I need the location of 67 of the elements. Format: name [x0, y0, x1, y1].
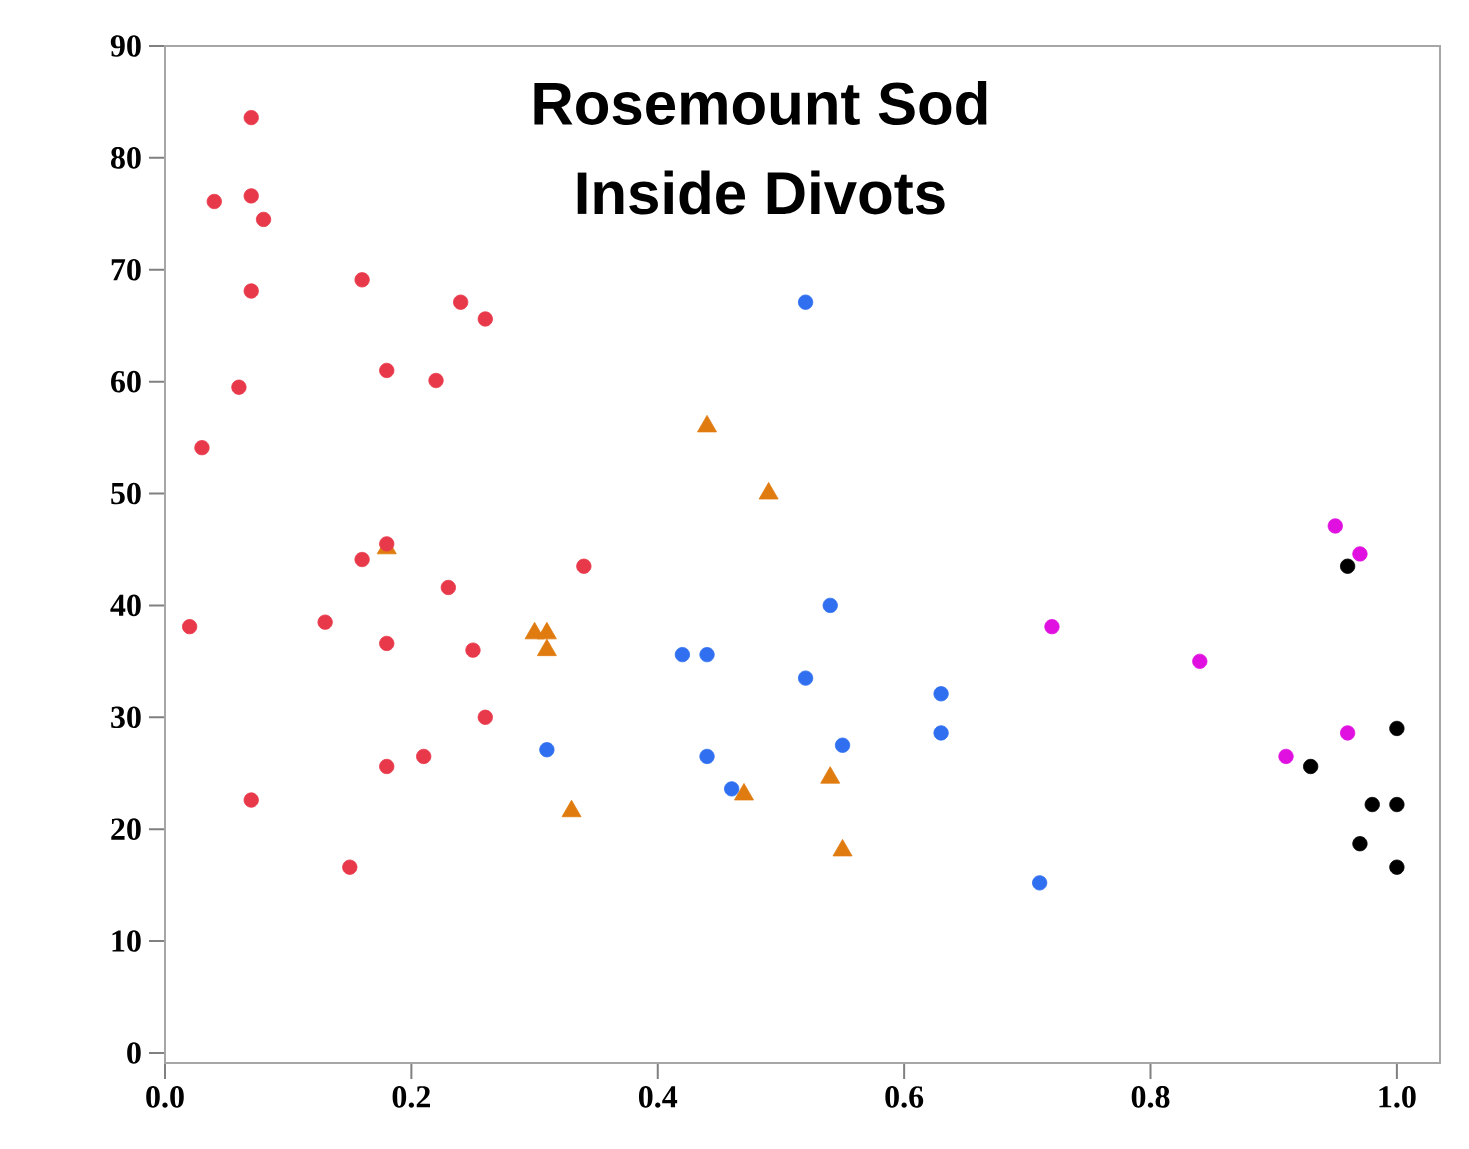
text: Inside Divots — [577, 170, 945, 215]
point — [797, 294, 814, 310]
point — [1340, 558, 1356, 574]
point — [1303, 758, 1319, 775]
point — [539, 742, 555, 758]
point — [1364, 796, 1380, 813]
x-tick-label: 1.0 — [1379, 1086, 1416, 1108]
y-tick-label: 80 — [111, 147, 141, 169]
point — [576, 558, 592, 574]
point — [933, 686, 949, 702]
point — [724, 781, 740, 797]
y-tick-label: 90 — [110, 35, 141, 57]
point — [379, 635, 395, 652]
point — [674, 647, 690, 663]
y-tick-label: 70 — [111, 258, 141, 281]
point — [206, 193, 222, 210]
point — [477, 311, 493, 327]
chart-title: Rosemount Sod — [534, 80, 987, 125]
point — [354, 272, 370, 288]
point — [1192, 653, 1208, 669]
point — [317, 614, 333, 630]
point — [243, 283, 259, 299]
point — [243, 188, 259, 204]
point — [342, 859, 358, 875]
point — [194, 440, 210, 456]
y-tick-label: 20 — [111, 818, 141, 840]
point — [465, 642, 481, 658]
point — [1032, 875, 1048, 891]
point — [1340, 725, 1356, 741]
point — [243, 109, 259, 126]
point — [477, 709, 493, 725]
x-tick-label: 0.8 — [1131, 1086, 1170, 1108]
point — [1352, 836, 1368, 852]
point — [428, 372, 444, 389]
point — [1327, 518, 1343, 534]
point — [416, 748, 432, 765]
point — [1389, 859, 1405, 875]
point — [1352, 546, 1368, 562]
y-tick-label: 30 — [111, 706, 141, 729]
point — [822, 597, 838, 613]
point — [354, 551, 370, 568]
point — [699, 748, 715, 765]
y-tick-label: 60 — [111, 370, 141, 393]
x-tick-label: 0.6 — [885, 1086, 924, 1108]
y-tick-label: 40 — [110, 594, 141, 617]
y-tick-label: 0 — [127, 1042, 141, 1064]
point — [1389, 796, 1405, 813]
x-tick-label: 0.2 — [392, 1086, 430, 1108]
x-tick-label: 0.4 — [638, 1086, 678, 1108]
point — [243, 792, 259, 808]
point — [933, 725, 949, 741]
x-tick-label: 0.0 — [146, 1086, 184, 1108]
point — [379, 362, 395, 379]
point — [834, 737, 851, 753]
point — [182, 619, 198, 635]
point — [797, 670, 814, 686]
point — [453, 294, 469, 310]
point — [1044, 619, 1060, 635]
point — [699, 647, 715, 663]
y-tick-label: 50 — [111, 482, 141, 505]
point — [1389, 720, 1405, 737]
point — [255, 211, 272, 227]
point — [440, 579, 456, 596]
y-tick-label: 10 — [112, 930, 141, 952]
point — [379, 758, 395, 775]
point — [231, 379, 247, 395]
point — [1278, 748, 1294, 765]
